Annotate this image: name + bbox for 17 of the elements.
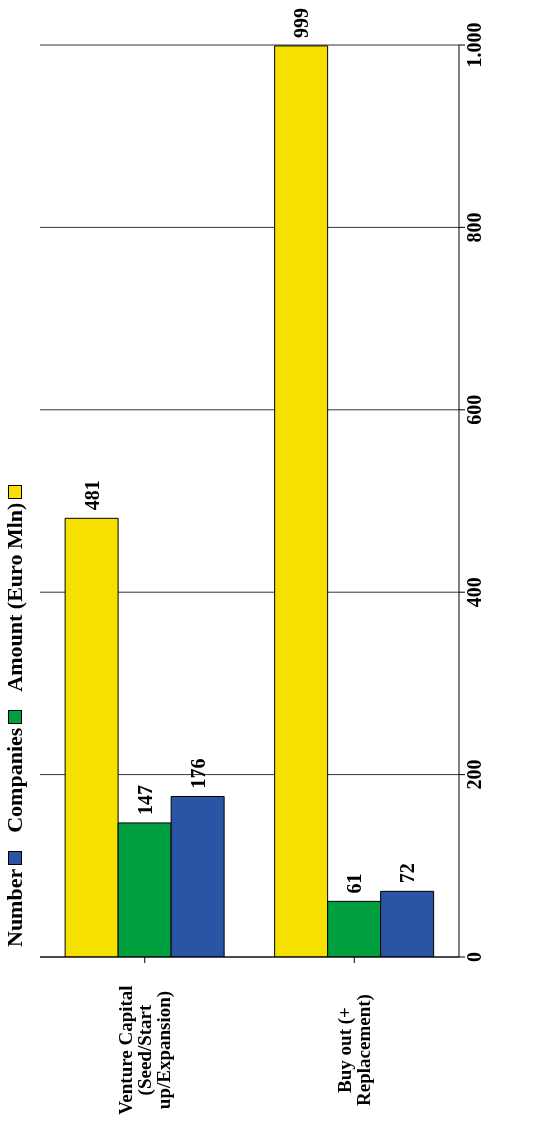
data-label: 999 — [290, 7, 313, 38]
data-label: 61 — [343, 873, 366, 894]
legend-label: Companies — [2, 726, 28, 833]
x-tick-label: Venture Capital (Seed/Start up/Expansion) — [115, 985, 176, 1115]
y-tick-label: 1.000 — [463, 22, 486, 68]
legend-label: Number — [2, 867, 28, 947]
y-tick-label: 0 — [463, 952, 486, 962]
y-tick-label: 200 — [463, 759, 486, 790]
data-label: 72 — [396, 863, 419, 884]
data-label: 147 — [133, 784, 156, 815]
y-tick-label: 400 — [463, 577, 486, 608]
y-tick-label: 800 — [463, 212, 486, 243]
y-tick-label: 600 — [463, 394, 486, 425]
data-label: 176 — [186, 758, 209, 789]
legend-label: Amount (Euro Mln) — [2, 501, 28, 692]
x-tick-label: Buy out (+ Replacement) — [334, 994, 376, 1106]
data-label: 481 — [80, 480, 103, 511]
